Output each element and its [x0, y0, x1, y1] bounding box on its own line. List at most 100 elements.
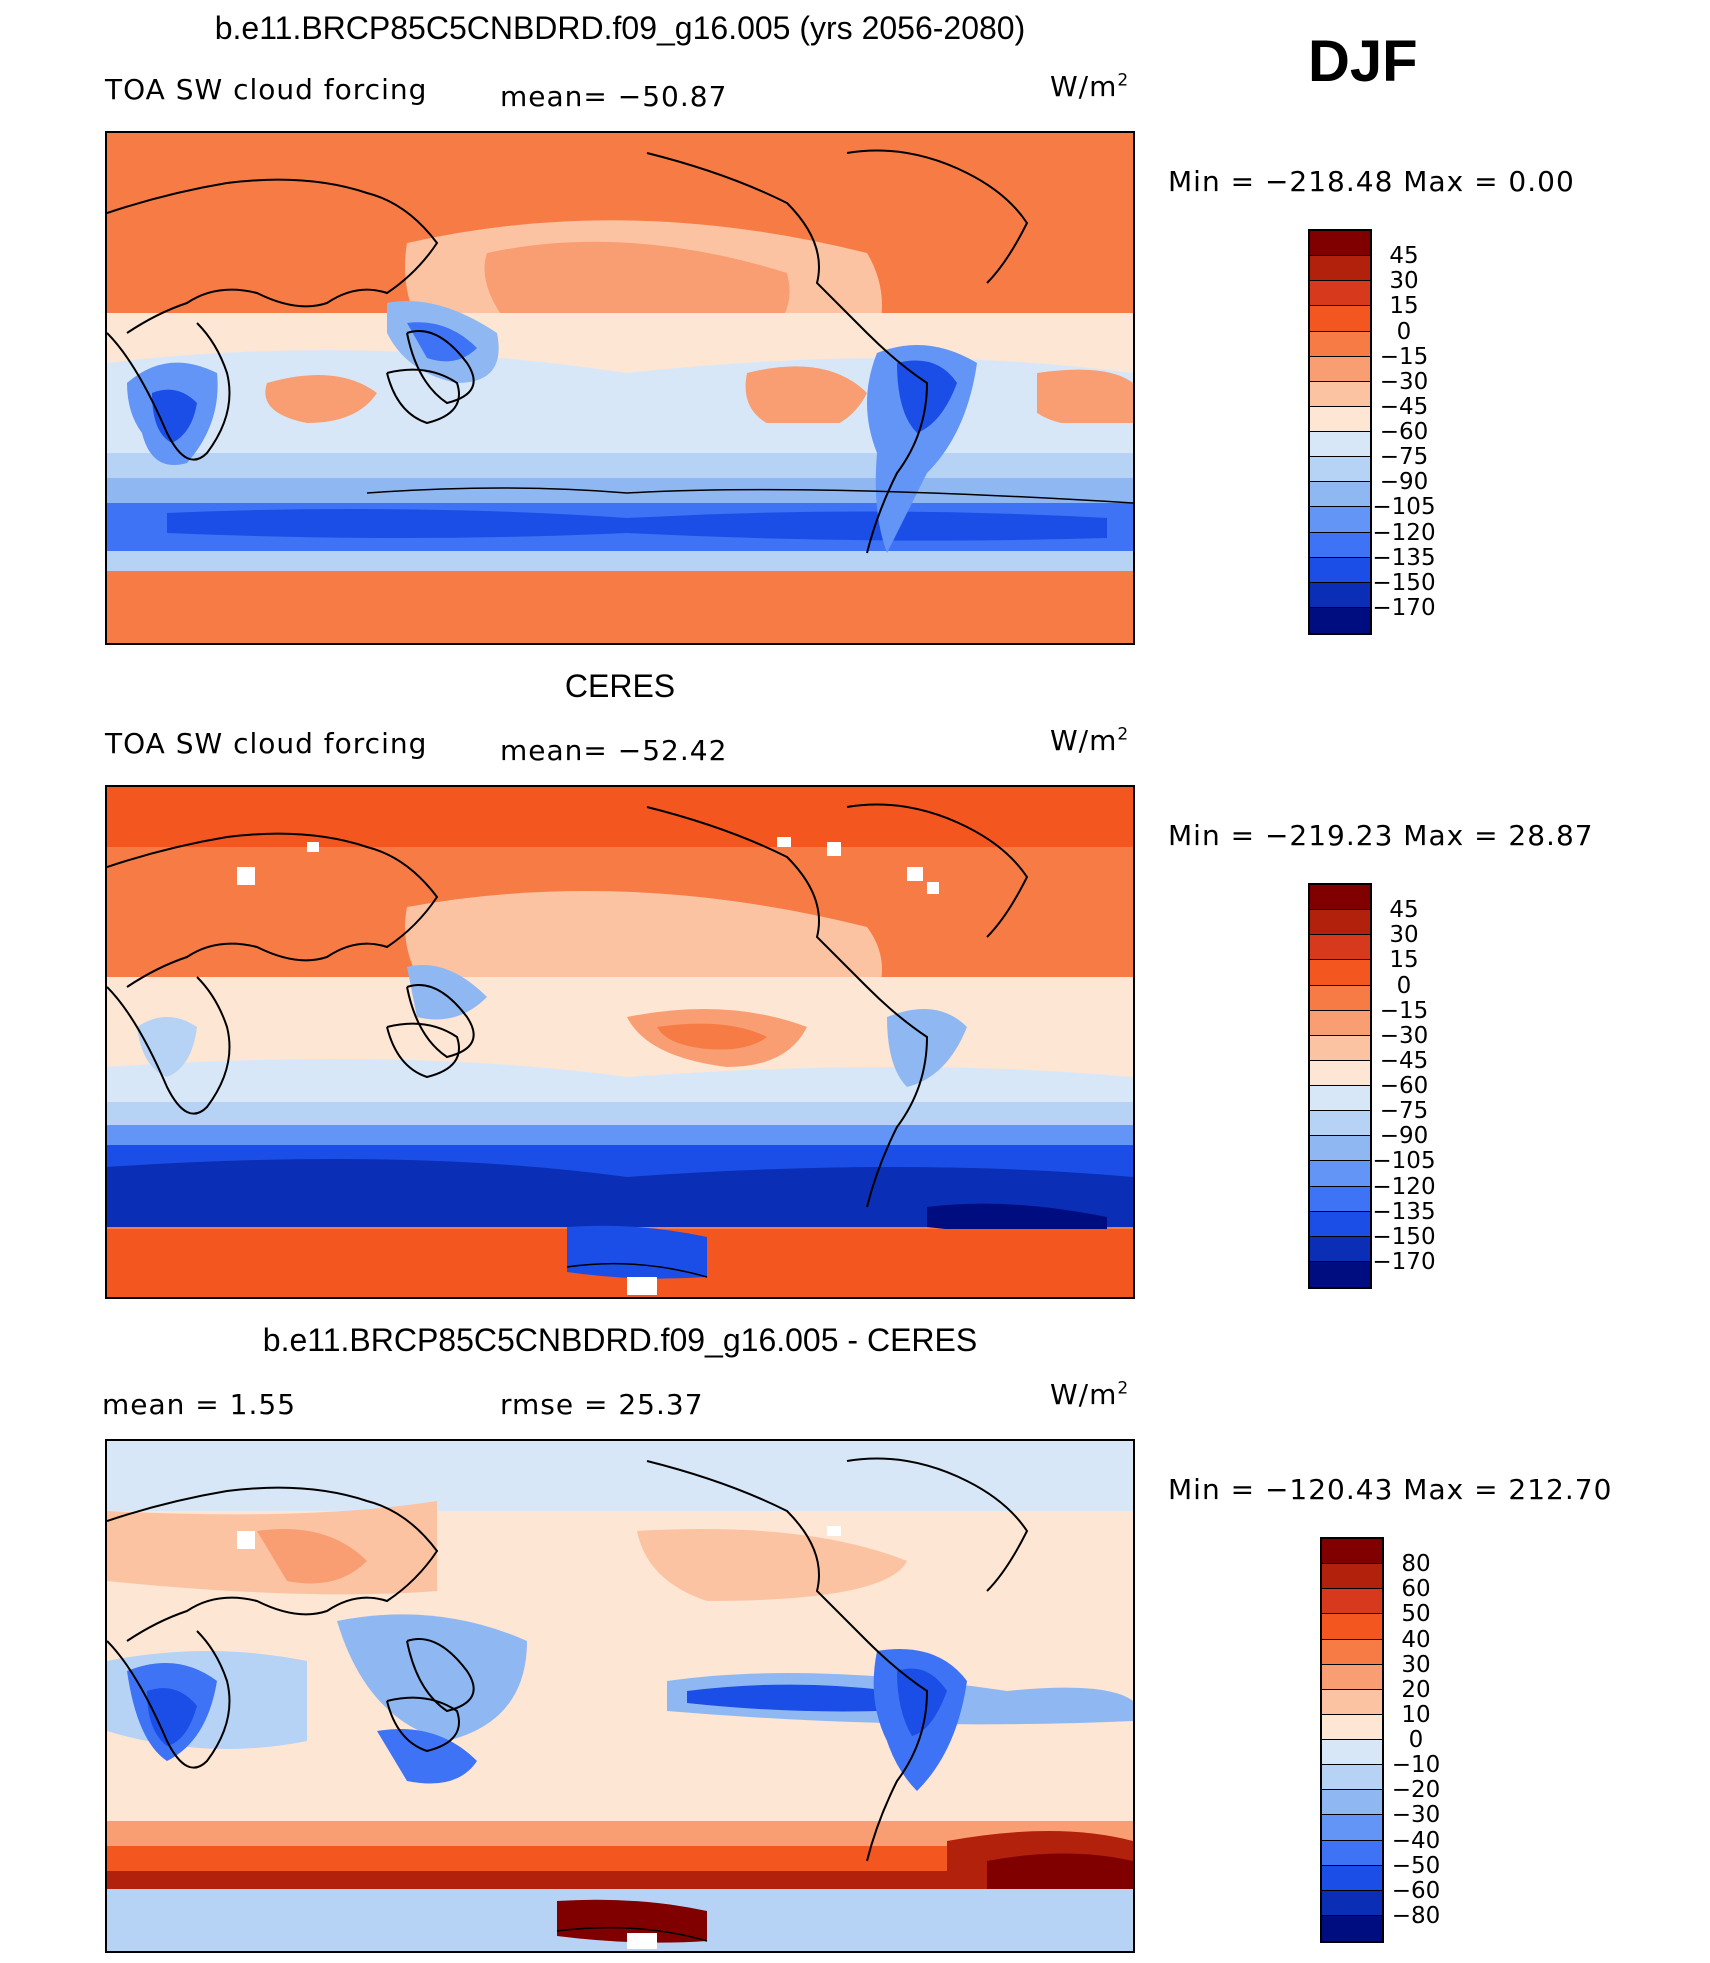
colorbar-swatch	[1310, 1060, 1370, 1086]
colorbar-tick-label: −135	[1372, 1198, 1436, 1225]
colorbar-swatch	[1322, 1714, 1382, 1740]
colorbar-swatch	[1310, 406, 1370, 432]
colorbar-swatch	[1310, 582, 1370, 608]
colorbar-tick-label: 30	[1389, 922, 1419, 949]
colorbar-tick-label: 0	[1396, 318, 1412, 345]
colorbar-swatch	[1310, 885, 1370, 911]
panel-1-title: b.e11.BRCP85C5CNBDRD.f09_g16.005 (yrs 20…	[214, 10, 1026, 46]
colorbar-tick-label: 30	[1389, 268, 1419, 295]
colorbar-tick-label: −30	[1391, 1802, 1441, 1829]
colorbar-tick-label: 10	[1401, 1701, 1431, 1728]
colorbar-swatch	[1310, 482, 1370, 508]
colorbar-swatch	[1310, 607, 1370, 633]
colorbar-swatch	[1322, 1890, 1382, 1916]
colorbar-tick-label: −10	[1391, 1752, 1441, 1779]
panel-3-title: b.e11.BRCP85C5CNBDRD.f09_g16.005 - CERES	[262, 1322, 978, 1358]
units-superscript: 2	[1117, 724, 1130, 745]
colorbar-swatch	[1310, 231, 1370, 257]
colorbar-swatch	[1322, 1639, 1382, 1665]
panel-1-mean: mean= −50.87	[500, 80, 728, 113]
colorbar-tick-label: −105	[1372, 494, 1436, 521]
panel-2-units: W/m2	[1050, 724, 1129, 757]
panel-3-mean: mean = 1.55	[102, 1388, 297, 1421]
colorbar-swatch	[1310, 1161, 1370, 1187]
season-label: DJF	[1308, 29, 1418, 94]
colorbar-tick-label: 15	[1389, 293, 1419, 320]
panel-2-mean: mean= −52.42	[500, 734, 728, 767]
panel-2-colorbar	[1308, 883, 1372, 1289]
panel-1-units: W/m2	[1050, 70, 1129, 103]
panel-3-units: W/m2	[1050, 1378, 1129, 1411]
panel-2-minmax: Min = −219.23 Max = 28.87	[1168, 819, 1594, 852]
units-text: W/m	[1050, 70, 1118, 103]
colorbar-swatch	[1310, 356, 1370, 382]
colorbar-swatch	[1322, 1614, 1382, 1640]
colorbar-tick-label: −30	[1379, 368, 1429, 395]
colorbar-swatch	[1322, 1664, 1382, 1690]
colorbar-swatch	[1322, 1589, 1382, 1615]
panel-3-colorbar	[1320, 1537, 1384, 1943]
colorbar-tick-label: −40	[1391, 1827, 1441, 1854]
colorbar-tick-label: −50	[1391, 1852, 1441, 1879]
colorbar-swatch	[1310, 1261, 1370, 1287]
units-text: W/m	[1050, 724, 1118, 757]
colorbar-tick-label: −15	[1379, 997, 1429, 1024]
colorbar-swatch	[1322, 1564, 1382, 1590]
colorbar-swatch	[1322, 1689, 1382, 1715]
panel-2-map	[105, 785, 1135, 1299]
colorbar-tick-label: −120	[1372, 519, 1436, 546]
colorbar-swatch	[1310, 507, 1370, 533]
colorbar-tick-label: −135	[1372, 544, 1436, 571]
colorbar-swatch	[1310, 960, 1370, 986]
panel-2-title: CERES	[564, 668, 676, 704]
colorbar-swatch	[1310, 256, 1370, 282]
colorbar-tick-label: −80	[1391, 1902, 1441, 1929]
colorbar-swatch	[1310, 331, 1370, 357]
colorbar-tick-label: −20	[1391, 1777, 1441, 1804]
colorbar-swatch	[1322, 1815, 1382, 1841]
colorbar-tick-label: −45	[1379, 393, 1429, 420]
units-superscript: 2	[1117, 70, 1130, 91]
colorbar-swatch	[1310, 1236, 1370, 1262]
units-text: W/m	[1050, 1378, 1118, 1411]
colorbar-tick-label: −105	[1372, 1148, 1436, 1175]
colorbar-swatch	[1310, 935, 1370, 961]
colorbar-swatch	[1310, 306, 1370, 332]
colorbar-tick-label: −75	[1379, 1098, 1429, 1125]
colorbar-swatch	[1310, 557, 1370, 583]
colorbar-tick-label: −150	[1372, 569, 1436, 596]
colorbar-swatch	[1322, 1915, 1382, 1941]
colorbar-swatch	[1310, 1211, 1370, 1237]
colorbar-swatch	[1310, 381, 1370, 407]
panel-1-minmax: Min = −218.48 Max = 0.00	[1168, 165, 1575, 198]
colorbar-tick-label: −60	[1391, 1877, 1441, 1904]
colorbar-swatch	[1322, 1840, 1382, 1866]
colorbar-tick-label: 80	[1401, 1551, 1431, 1578]
colorbar-tick-label: −30	[1379, 1022, 1429, 1049]
panel-1-variable: TOA SW cloud forcing	[105, 73, 428, 106]
panel-1-map	[105, 131, 1135, 645]
colorbar-tick-label: 0	[1408, 1727, 1424, 1753]
panel-3-rmse: rmse = 25.37	[500, 1388, 704, 1421]
colorbar-tick-label: 60	[1401, 1576, 1431, 1603]
colorbar-swatch	[1322, 1539, 1382, 1565]
colorbar-swatch	[1322, 1865, 1382, 1891]
panel-3-minmax: Min = −120.43 Max = 212.70	[1168, 1473, 1613, 1506]
colorbar-swatch	[1310, 910, 1370, 936]
colorbar-tick-label: 45	[1389, 897, 1419, 924]
colorbar-tick-label: 30	[1401, 1651, 1431, 1678]
colorbar-swatch	[1310, 1035, 1370, 1061]
colorbar-tick-label: −90	[1379, 1123, 1429, 1150]
colorbar-tick-label: −15	[1379, 343, 1429, 370]
units-superscript: 2	[1117, 1378, 1130, 1399]
colorbar-swatch	[1310, 1086, 1370, 1112]
colorbar-swatch	[1322, 1790, 1382, 1816]
colorbar-tick-label: −170	[1372, 594, 1436, 621]
colorbar-tick-label: 15	[1389, 947, 1419, 974]
colorbar-swatch	[1310, 985, 1370, 1011]
colorbar-swatch	[1310, 1010, 1370, 1036]
panel-2-variable: TOA SW cloud forcing	[105, 727, 428, 760]
colorbar-swatch	[1322, 1765, 1382, 1791]
colorbar-swatch	[1310, 532, 1370, 558]
colorbar-swatch	[1310, 1111, 1370, 1137]
